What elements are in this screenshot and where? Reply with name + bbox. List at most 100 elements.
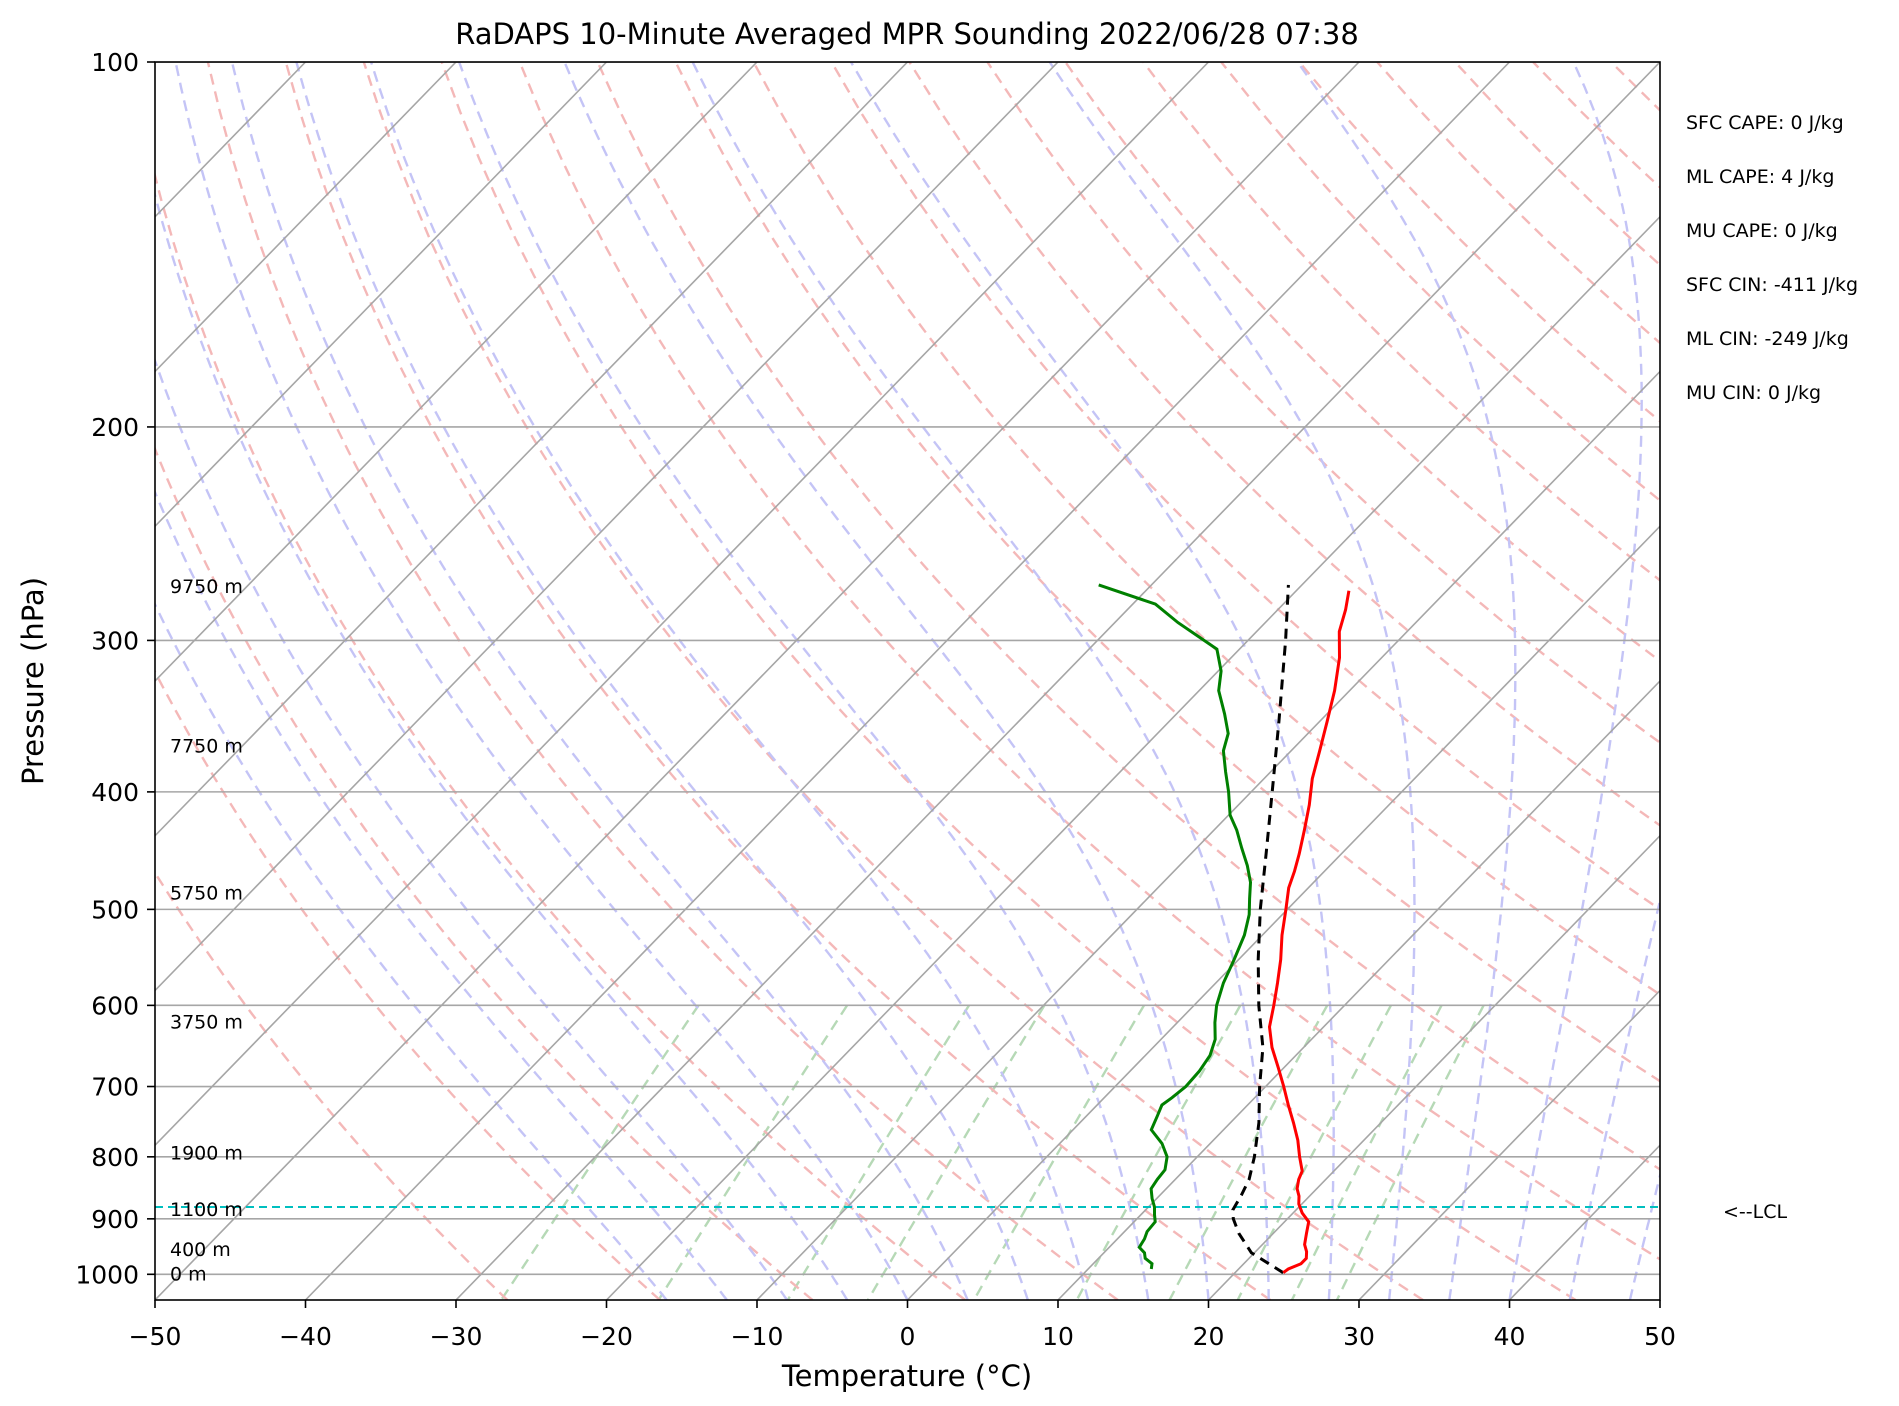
height-label: 7750 m [170,736,243,758]
mixing-ratio-line [1075,1004,1242,1300]
index-mu-cape: MU CAPE: 0 J/kg [1686,220,1838,242]
parcel-profile-line [1231,584,1290,1274]
index-ml-cin: ML CIN: -249 J/kg [1686,328,1849,350]
mixing-ratio-line [866,1004,1046,1300]
isotherms [155,62,1660,1300]
y-axis-ticks: 100 200 300 400 500 600 700 800 900 1000 [75,48,155,1289]
moist-adiabat [155,357,789,1300]
moist-adiabat [155,190,849,1300]
moist-adiabat [1048,62,1416,1300]
x-tick-label: 20 [1193,1322,1225,1351]
moist-adiabat [1568,895,1660,1300]
isotherm [455,62,1660,1300]
dewpoint-line [1098,583,1253,1270]
isotherm [304,62,1511,1300]
mixing-ratio-lines [500,1004,1485,1300]
y-tick-label: 400 [91,778,139,807]
isotherm [1207,834,1660,1300]
temperature-line [1267,590,1351,1274]
dry-adiabat [752,62,1660,997]
isotherm [155,62,909,837]
isotherm [605,215,1660,1300]
x-tick-label: −40 [279,1322,332,1351]
moist-adiabat [1508,62,1643,1300]
y-tick-label: 300 [91,626,139,655]
dry-adiabat [1064,62,1660,663]
moist-adiabat [457,62,1150,1300]
moist-adiabats [155,62,1660,1300]
height-label: 400 m [170,1239,231,1261]
height-label: 3750 m [170,1012,243,1034]
x-tick-label: −10 [731,1322,784,1351]
mixing-ratio-line [657,1004,849,1300]
isotherm [1358,989,1660,1300]
chart-title: RaDAPS 10-Minute Averaged MPR Sounding 2… [455,17,1359,51]
mixing-ratio-line [500,1004,700,1300]
index-ml-cape: ML CAPE: 4 J/kg [1686,166,1834,188]
mixing-ratio-line [1168,1004,1329,1300]
isotherm [756,370,1660,1300]
y-tick-label: 100 [91,48,139,77]
y-tick-label: 700 [91,1073,139,1102]
index-sfc-cin: SFC CIN: -411 J/kg [1686,274,1858,296]
isotherm [155,62,457,373]
mixing-ratio-line [786,1004,971,1300]
x-tick-label: 50 [1644,1322,1676,1351]
y-tick-label: 1000 [75,1260,139,1289]
dry-adiabat [830,62,1660,911]
height-labels: 0 m 400 m 1100 m 1900 m 3750 m 5750 m 77… [170,576,243,1285]
height-label: 9750 m [170,576,243,598]
x-tick-label: 40 [1494,1322,1526,1351]
dry-adiabat [206,62,1119,1300]
plot-area [155,62,1660,1300]
x-axis-label: Temperature (°C) [781,1359,1032,1393]
dry-adiabat [362,62,1424,1300]
dry-adiabat [155,445,814,1300]
dry-adiabat [155,669,661,1300]
x-axis-ticks: −50 −40 −30 −20 −10 0 10 20 30 40 50 [129,1300,1676,1351]
isotherm [155,62,758,683]
moist-adiabat [691,62,1270,1300]
isotherm [155,62,608,528]
moist-adiabat [174,62,909,1300]
dry-adiabats [155,62,1660,1300]
y-tick-label: 900 [91,1205,139,1234]
index-mu-cin: MU CIN: 0 J/kg [1686,382,1821,404]
moist-adiabat [155,601,668,1300]
mixing-ratio-line [1335,1004,1485,1300]
x-tick-label: −50 [129,1322,182,1351]
moist-adiabat [369,62,1090,1300]
dry-adiabat [518,62,1660,1261]
height-label: 5750 m [170,882,243,904]
moist-adiabat [155,489,728,1300]
height-label: 1900 m [170,1143,243,1165]
moist-adiabat [849,62,1335,1300]
height-label: 1100 m [170,1199,243,1221]
dry-adiabat [986,62,1660,745]
isotherm [155,62,1210,1147]
y-tick-label: 500 [91,895,139,924]
y-axis-label: Pressure (hPa) [16,577,50,785]
pressure-gridlines [155,62,1660,1276]
stability-indices: SFC CAPE: 0 J/kg ML CAPE: 4 J/kg MU CAPE… [1686,112,1858,404]
mixing-ratio-line [1290,1004,1443,1300]
x-tick-label: 30 [1343,1322,1375,1351]
dry-adiabat [440,62,1577,1300]
x-tick-label: −30 [430,1322,483,1351]
dry-adiabat [155,870,509,1300]
height-label: 0 m [170,1263,207,1285]
isotherm [155,62,1059,992]
moist-adiabat [295,62,1030,1300]
moist-adiabat [563,62,1210,1300]
moist-adiabat [1296,62,1517,1300]
mixing-ratio-line [972,1004,1146,1300]
x-tick-label: 0 [900,1322,916,1351]
x-tick-label: 10 [1042,1322,1074,1351]
y-tick-label: 200 [91,413,139,442]
index-sfc-cape: SFC CAPE: 0 J/kg [1686,112,1844,134]
y-tick-label: 800 [91,1143,139,1172]
dry-adiabat [284,62,1272,1300]
y-tick-label: 600 [91,991,139,1020]
